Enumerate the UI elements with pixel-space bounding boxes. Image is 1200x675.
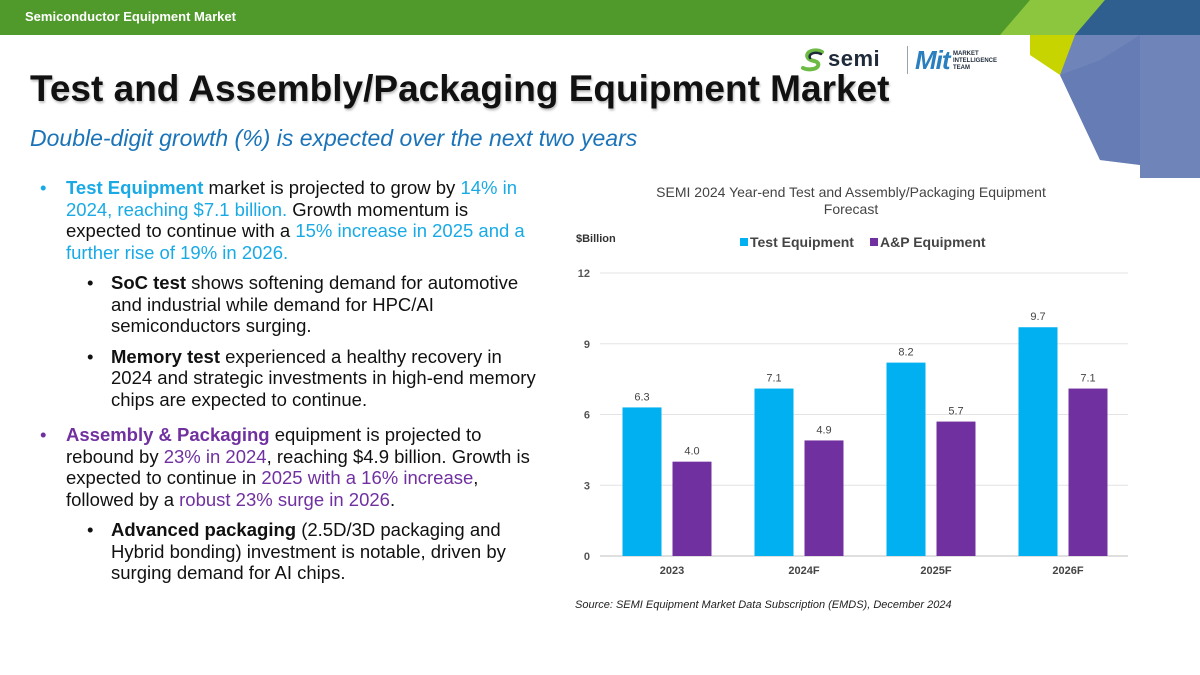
sub-bullet-memory-test: • Memory test experienced a healthy reco… — [66, 346, 540, 411]
bullet-text: , reaching $4.9 billion. Growth is expec… — [66, 445, 530, 489]
sub-bullet-dot: • — [87, 272, 94, 293]
mit-logo-text: Mit — [915, 45, 951, 75]
sub-bullet-soc-test: • SoC test shows softening demand for au… — [66, 272, 540, 337]
slide-subtitle: Double-digit growth (%) is expected over… — [30, 125, 638, 151]
legend-label: Test Equipment — [750, 234, 854, 250]
data-label: 7.1 — [766, 373, 781, 385]
mit-sub-line: MARKET — [953, 51, 979, 57]
logo-divider — [907, 46, 908, 74]
bullet-highlight: 14% in 2024, reaching $7.1 billion. — [66, 177, 518, 220]
y-tick-label: 0 — [584, 551, 590, 563]
semi-logo-text: semi — [828, 46, 881, 71]
mit-sub-line: INTELLIGENCE — [953, 58, 998, 64]
bullet-highlight: robust 23% surge in 2026 — [179, 488, 390, 510]
deco-green-shape — [1000, 0, 1105, 35]
x-tick-label: 2024F — [788, 565, 819, 577]
y-tick-label: 12 — [578, 268, 590, 280]
data-label: 6.3 — [634, 391, 649, 403]
bar — [1018, 327, 1058, 556]
sub-bullet-lead: SoC test — [111, 272, 187, 293]
data-label: 7.1 — [1080, 373, 1095, 385]
bullet-dot: • — [40, 177, 47, 198]
sub-bullet-text: shows softening demand for automotive an… — [111, 272, 519, 336]
chart-source-note: Source: SEMI Equipment Market Data Subsc… — [575, 599, 952, 611]
section-title: Semiconductor Equipment Market — [25, 9, 236, 24]
bullet-highlight: 23% in 2024 — [163, 445, 267, 467]
chart-title-line2: Forecast — [824, 201, 879, 217]
bullet-text: , followed by a — [66, 467, 479, 510]
bar — [804, 440, 844, 556]
sub-bullet-lead: Advanced packaging — [111, 519, 297, 540]
semi-swoosh-icon — [801, 48, 824, 72]
y-tick-label: 9 — [584, 339, 590, 351]
slide-title: Test and Assembly/Packaging Equipment Ma… — [30, 68, 890, 109]
bullet-text: equipment is projected to rebound by — [66, 424, 482, 467]
semi-logo: semi — [800, 45, 880, 73]
bullet-test-equipment: • Test Equipment market is projected to … — [40, 177, 540, 263]
y-tick-label: 3 — [584, 480, 590, 492]
sub-bullet-advanced-packaging: • Advanced packaging (2.5D/3D packaging … — [66, 519, 540, 584]
data-label: 8.2 — [898, 347, 913, 359]
sub-bullet-text: (2.5D/3D packaging and Hybrid bonding) i… — [111, 519, 506, 583]
bar-chart: SEMI 2024 Year-end Test and Assembly/Pac… — [576, 184, 1128, 577]
bullet-text: market is projected to grow by — [203, 177, 461, 198]
bullet-lead: Test Equipment — [66, 177, 204, 198]
x-tick-label: 2023 — [660, 565, 684, 577]
bar — [622, 407, 662, 556]
data-label: 4.0 — [684, 446, 699, 458]
deco-blue-shape — [1060, 35, 1140, 165]
decorative-shapes — [1000, 0, 1200, 178]
y-axis-label: $Billion — [576, 233, 616, 245]
legend-swatch — [740, 238, 748, 246]
legend-label: A&P Equipment — [880, 234, 986, 250]
bar — [672, 461, 712, 556]
bar — [936, 421, 976, 556]
y-tick-label: 6 — [584, 410, 590, 422]
bullet-lead: Assembly & Packaging — [66, 424, 270, 445]
legend-swatch — [870, 238, 878, 246]
bullet-dot: • — [40, 424, 47, 445]
data-label: 9.7 — [1030, 311, 1045, 323]
bullet-text: . — [389, 488, 396, 510]
bullet-list: • Test Equipment market is projected to … — [40, 177, 540, 584]
bullet-text: Growth momentum is expected to continue … — [66, 198, 469, 242]
header-bar: Semiconductor Equipment Market — [0, 0, 1200, 35]
bullet-highlight: 15% increase in 2025 and a further rise … — [66, 220, 525, 263]
bar — [754, 388, 794, 556]
sub-bullet-dot: • — [87, 345, 94, 367]
bullet-assembly-packaging: • Assembly & Packaging equipment is proj… — [40, 424, 540, 510]
sub-bullet-text: experienced a healthy recovery in 2024 a… — [111, 345, 536, 410]
sub-bullet-dot: • — [87, 519, 94, 540]
mit-sub-line: TEAM — [953, 65, 970, 71]
deco-navy-shape — [1075, 0, 1200, 35]
x-tick-label: 2025F — [920, 565, 951, 577]
data-label: 5.7 — [948, 406, 963, 418]
mit-logo-subtitle: MARKET INTELLIGENCE TEAM — [953, 51, 1023, 72]
bullet-highlight: 2025 with a 16% increase — [261, 467, 474, 488]
bar — [886, 362, 926, 556]
bar — [1068, 388, 1108, 556]
x-tick-label: 2026F — [1052, 565, 1083, 577]
chart-title: SEMI 2024 Year-end Test and Assembly/Pac… — [656, 184, 1046, 200]
sub-bullet-lead: Memory test — [111, 345, 220, 367]
data-label: 4.9 — [816, 424, 831, 436]
